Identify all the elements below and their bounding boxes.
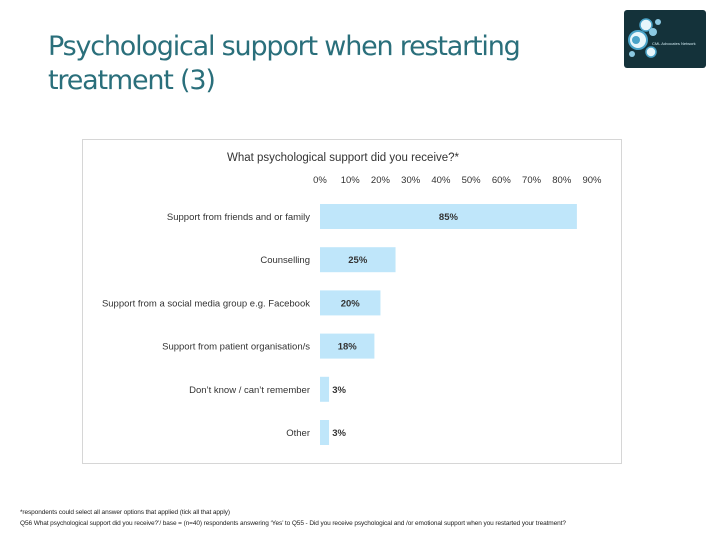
footnote-line-1: *respondents could select all answer opt… [20,509,230,516]
network-dots-icon [628,18,661,58]
footnote-line-2: Q56 What psychological support did you r… [20,520,566,527]
x-tick-label: 70% [522,175,542,186]
x-tick-label: 0% [313,175,327,186]
category-label: Support from patient organisation/s [162,342,310,353]
category-label: Support from friends and or family [167,212,310,223]
x-tick-label: 40% [431,175,451,186]
x-tick-label: 60% [492,175,512,186]
slide-title-line-1: Psychological support when restarting [48,31,521,62]
category-label: Support from a social media group e.g. F… [102,298,310,309]
slide-title-line-2: treatment (3) [48,65,216,96]
bar-chart-panel: What psychological support did you recei… [82,139,622,464]
value-label: 25% [348,255,368,266]
value-label: 85% [439,212,459,223]
x-tick-label: 50% [462,175,482,186]
category-label: Counselling [260,255,310,266]
bar [320,376,330,402]
category-label: Don’t know / can’t remember [189,385,310,396]
bar [320,204,577,229]
value-label: 3% [332,428,346,439]
x-tick-label: 90% [582,175,602,186]
value-label: 18% [338,342,358,353]
category-label: Other [286,428,310,439]
footnotes: *respondents could select all answer opt… [20,507,710,529]
value-label: 3% [332,385,346,396]
bar [320,420,330,445]
bar [320,333,375,359]
logo-text: CML Advocates Network [652,41,696,46]
chart-title: What psychological support did you recei… [227,152,460,164]
slide-title: Psychological support when restarting tr… [48,30,588,98]
x-tick-label: 20% [371,175,391,186]
x-tick-label: 80% [552,175,572,186]
bar [320,290,381,316]
bar [320,247,396,273]
bar-chart: What psychological support did you recei… [102,152,602,445]
cml-advocates-network-logo: CML Advocates Network [624,10,706,68]
x-tick-label: 10% [341,175,361,186]
x-tick-label: 30% [401,175,421,186]
value-label: 20% [341,298,361,309]
